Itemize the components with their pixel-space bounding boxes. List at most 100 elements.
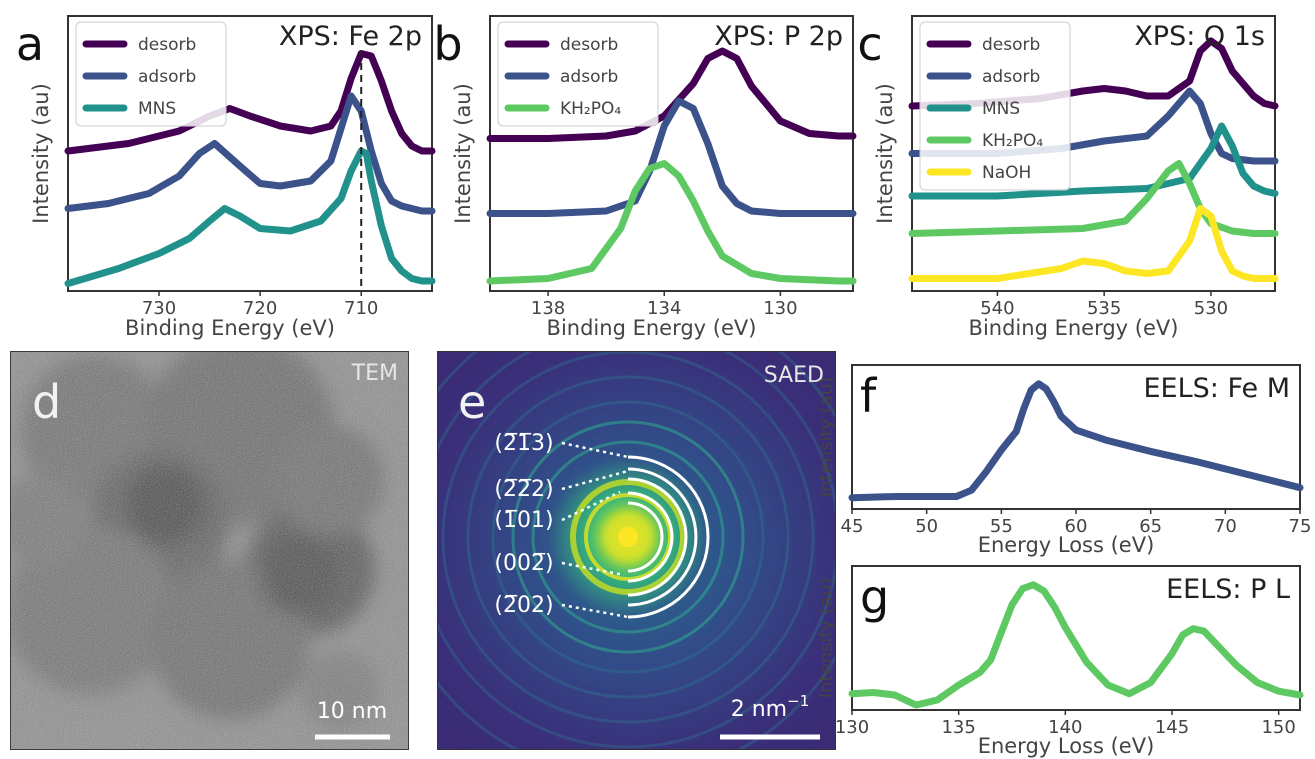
legend-label-b-KH2PO4: KH₂PO₄ — [560, 99, 621, 119]
y-axis-label-f: Intensity (au) — [816, 377, 837, 498]
x-tick-label-f-0: 45 — [841, 516, 864, 537]
legend-label-c-MNS: MNS — [982, 99, 1020, 119]
x-tick-label-b-0: 138 — [531, 298, 565, 319]
saed-ring-label-0: (2̅1̅3) — [494, 431, 553, 456]
series-line-c-NaOH — [908, 205, 1279, 282]
saed-faint-ring — [466, 375, 790, 699]
legend-label-c-adsorb: adsorb — [982, 67, 1040, 87]
x-tick-label-g-0: 130 — [835, 717, 869, 738]
saed-ring-label-3: (002̅) — [494, 551, 553, 576]
saed-indexed-arc-1 — [627, 467, 698, 607]
panel-letter-f: f — [860, 369, 878, 423]
line-charts: 730 720 710 Binding Energy (eV) Intensity (a… — [16, 15, 1312, 758]
saed-indexed-arc-0 — [627, 455, 710, 619]
plot-title-a: XPS: Fe 2p — [279, 21, 422, 52]
saed-faint-ring — [511, 420, 745, 654]
legend-box-a — [75, 21, 227, 127]
x-axis-label-f: Energy Loss (eV) — [978, 533, 1155, 557]
x-tick-label-c-2: 530 — [1194, 298, 1228, 319]
saed-faint-rings — [437, 351, 836, 750]
legend-box-c — [919, 21, 1071, 191]
y-axis-label-g: Intensity (au) — [816, 578, 837, 699]
x-axis-label-c: Binding Energy (eV) — [969, 316, 1179, 340]
saed-ring-labels: (2̅1̅3) (2̅2̅2) (1̅01) (002̅) (2̅02) — [494, 431, 629, 619]
chart-panel-f: 45 50 55 60 65 70 75 Energy Loss (eV) Intensity … — [816, 364, 1312, 557]
saed-ring-label-1: (2̅2̅2) — [494, 477, 553, 502]
saed-indexed-arcs — [627, 455, 710, 619]
legend-box-b — [497, 21, 659, 127]
chart-panel-c: 540 535 530 Binding Energy (eV) Intensity (a… — [857, 15, 1279, 340]
panel-letter-c: c — [857, 17, 882, 71]
tem-noise — [10, 351, 409, 750]
x-tick-label-f-3: 60 — [1065, 516, 1088, 537]
x-tick-label-f-5: 70 — [1214, 516, 1237, 537]
y-axis-label-b: Intensity (au) — [451, 83, 475, 224]
saed-faint-ring — [531, 440, 725, 634]
plot-frame-g — [851, 565, 1301, 711]
series-line-a-adsorb — [64, 92, 436, 215]
legend-label-c-NaOH: NaOH — [982, 163, 1031, 183]
saed-center-spot — [618, 527, 638, 547]
saed-indexed-arc-2 — [627, 477, 688, 597]
x-axis-label-g: Energy Loss (eV) — [978, 734, 1155, 758]
panel-letter-a: a — [16, 17, 44, 71]
saed-scale-label: 2 nm−1 — [731, 692, 810, 722]
x-tick-label-b-2: 130 — [763, 298, 797, 319]
plot-title-g: EELS: P L — [1166, 574, 1290, 605]
saed-indexed-arc-3 — [627, 491, 674, 583]
saed-ring-pointer-1 — [561, 469, 629, 491]
y-axis-label-a: Intensity (au) — [29, 83, 53, 224]
series-line-f-0 — [848, 380, 1304, 502]
series-line-g-0 — [848, 581, 1304, 709]
panel-letter-e: e — [458, 375, 486, 429]
x-axis-label-a: Binding Energy (eV) — [125, 316, 335, 340]
series-line-b-desorb — [486, 47, 857, 142]
x-tick-label-f-1: 50 — [915, 516, 938, 537]
x-tick-label-f-4: 65 — [1139, 516, 1162, 537]
panel-letter-b: b — [433, 17, 462, 71]
tem-title: TEM — [351, 361, 398, 386]
saed-title: SAED — [764, 363, 824, 388]
saed-ring-label-4: (2̅02) — [494, 593, 553, 618]
panel-letter-d: d — [32, 375, 61, 429]
y-axis-label-c: Intensity (au) — [873, 83, 897, 224]
x-tick-label-a-2: 710 — [344, 298, 378, 319]
x-tick-label-g-4: 150 — [1261, 717, 1295, 738]
tem-scale-label: 10 nm — [317, 699, 387, 724]
plot-frame-f — [851, 364, 1301, 510]
chart-panel-a: 730 720 710 Binding Energy (eV) Intensity (a… — [16, 15, 436, 340]
legend-label-a-MNS: MNS — [138, 99, 176, 119]
saed-ring-label-2: (1̅01) — [494, 508, 553, 533]
x-tick-label-c-1: 535 — [1087, 298, 1121, 319]
saed-image-panel: (2̅1̅3)(2̅2̅2)(1̅01)(002̅)(2̅02) e SAED … — [437, 351, 836, 750]
x-tick-label-c-0: 540 — [980, 298, 1014, 319]
x-tick-label-a-1: 720 — [243, 298, 277, 319]
plot-title-c: XPS: O 1s — [1134, 21, 1265, 52]
x-tick-label-b-1: 134 — [647, 298, 681, 319]
series-line-c-KH2PO4 — [908, 160, 1279, 237]
saed-ring-pointer-0 — [561, 441, 629, 459]
saed-faint-ring — [437, 351, 836, 749]
x-tick-label-g-3: 145 — [1155, 717, 1189, 738]
x-tick-label-a-0: 730 — [142, 298, 176, 319]
plot-title-b: XPS: P 2p — [714, 21, 843, 52]
tem-image-panel: d TEM 10 nm — [10, 351, 409, 750]
chart-panel-b: 138 134 130 Binding Energy (eV) Intensity (a… — [433, 15, 857, 340]
saed-indexed-arc-4 — [627, 501, 664, 573]
series-line-c-MNS — [908, 122, 1279, 200]
x-tick-label-f-2: 55 — [990, 516, 1013, 537]
x-tick-label-g-2: 140 — [1048, 717, 1082, 738]
x-axis-label-b: Binding Energy (eV) — [547, 316, 757, 340]
x-tick-label-g-1: 135 — [941, 717, 975, 738]
panel-letter-g: g — [860, 570, 889, 624]
legend-label-c-desorb: desorb — [982, 35, 1040, 55]
series-line-a-MNS — [64, 147, 436, 287]
series-line-b-adsorb — [486, 97, 857, 217]
plot-title-f: EELS: Fe M — [1143, 373, 1290, 404]
legend-label-a-adsorb: adsorb — [138, 67, 196, 87]
legend-label-b-adsorb: adsorb — [560, 67, 618, 87]
legend-label-c-KH2PO4: KH₂PO₄ — [982, 131, 1043, 151]
x-tick-label-f-6: 75 — [1289, 516, 1312, 537]
